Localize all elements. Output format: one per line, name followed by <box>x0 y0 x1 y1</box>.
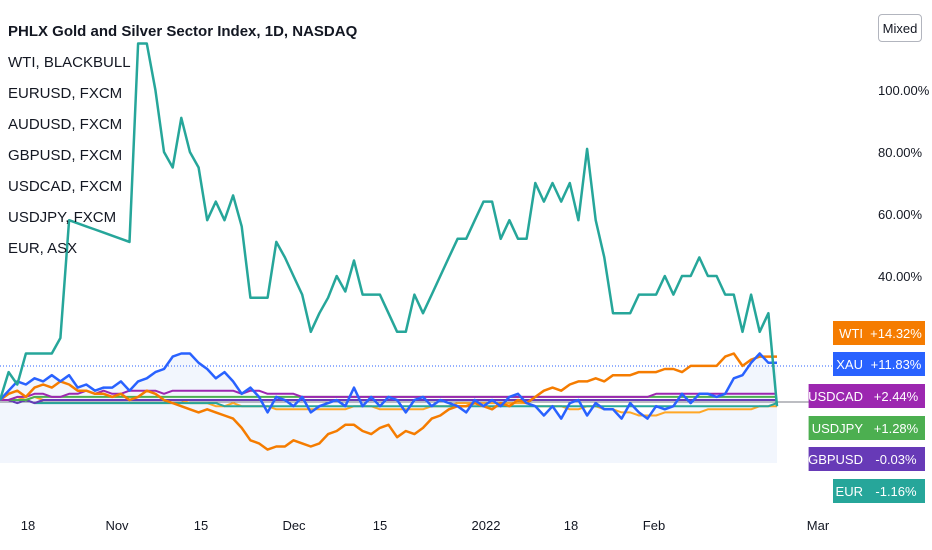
legend-item-usdjpy: USDJPY, FXCM <box>8 209 116 226</box>
tag-name-label: EUR <box>836 484 863 499</box>
x-tick-label: 18 <box>21 518 35 533</box>
x-tick-label: Mar <box>807 518 830 533</box>
tag-value-bg <box>867 447 925 471</box>
x-tick-label: Feb <box>643 518 665 533</box>
y-tick-label: 40.00% <box>878 269 923 284</box>
tag-value-label: -0.03% <box>875 452 917 467</box>
area-layer <box>0 353 777 463</box>
tag-value-bg <box>867 352 925 376</box>
tag-value-label: +11.83% <box>871 357 922 372</box>
tag-name-bg <box>808 447 867 471</box>
tag-name-label: XAU <box>836 357 863 372</box>
price-tags: WTI +14.32% XAU +11.83% USDCAD +2.44% USDJPY +1… <box>808 321 925 503</box>
tag-name-label: USDCAD <box>808 389 863 404</box>
tag-value-bg <box>867 384 925 408</box>
tag-value-bg <box>867 479 925 503</box>
tag-value-bg <box>867 321 925 345</box>
series-line-eur <box>0 399 778 408</box>
tag-name-label: GBPUSD <box>808 452 863 467</box>
x-tick-label: 15 <box>194 518 208 533</box>
x-tick-label: 2022 <box>472 518 501 533</box>
x-tick-label: Dec <box>282 518 306 533</box>
legend-item-audusd: AUDUSD, FXCM <box>8 116 122 133</box>
area-fill <box>0 353 777 463</box>
x-tick-label: 18 <box>564 518 578 533</box>
tag-value-label: +1.28% <box>874 421 919 436</box>
tag-value-label: +14.32% <box>870 326 922 341</box>
x-tick-label: 15 <box>373 518 387 533</box>
series-line-wti-orange <box>0 352 777 451</box>
tag-name-bg <box>833 352 867 376</box>
legend-item-gbpusd: GBPUSD, FXCM <box>8 147 122 164</box>
chart-title: PHLX Gold and Silver Sector Index, 1D, N… <box>8 23 358 40</box>
tag-name-bg <box>833 479 867 503</box>
y-tick-label: 60.00% <box>878 207 923 222</box>
legend-item-eur: EUR, ASX <box>8 240 77 257</box>
legend-item-eurusd: EURUSD, FXCM <box>8 85 122 102</box>
y-tick-label: 100.00% <box>878 83 930 98</box>
tag-name-bg <box>808 416 867 440</box>
tag-name-label: USDJPY <box>812 421 864 436</box>
x-tick-label: Nov <box>105 518 129 533</box>
tag-value-bg <box>867 416 925 440</box>
legend-item-usdcad: USDCAD, FXCM <box>8 178 122 195</box>
tag-value-label: +2.44% <box>874 389 919 404</box>
tag-name-label: WTI <box>839 326 863 341</box>
tag-name-bg <box>808 384 867 408</box>
series-line-xau <box>0 352 777 420</box>
tag-value-label: -1.16% <box>875 484 917 499</box>
series-line-wti <box>0 42 779 407</box>
series-layer <box>0 42 779 451</box>
grid-layer <box>0 365 862 403</box>
x-axis: 18 Nov 15 Dec 15 2022 18 Feb Mar <box>21 518 830 533</box>
scale-mode-button[interactable]: Mixed <box>878 14 922 42</box>
y-tick-label: 80.00% <box>878 145 923 160</box>
y-axis: 100.00% 80.00% 60.00% 40.00% <box>878 83 930 284</box>
tag-name-bg <box>833 321 867 345</box>
legend: PHLX Gold and Silver Sector Index, 1D, N… <box>8 23 358 257</box>
legend-item-wti: WTI, BLACKBULL <box>8 54 131 71</box>
